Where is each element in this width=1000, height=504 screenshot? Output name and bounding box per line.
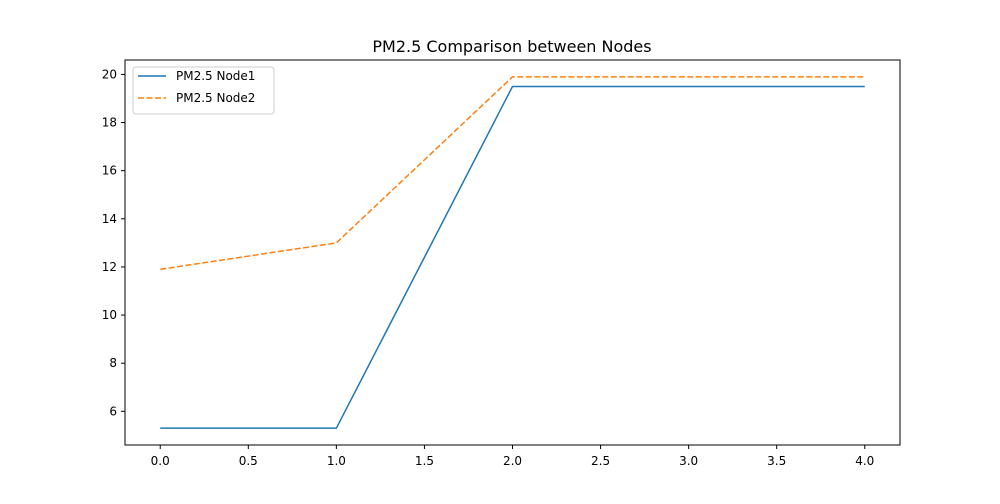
series-line-node2 [160,76,865,271]
y-tick-label: 16 [102,164,117,178]
x-tick-label: 2.5 [591,454,610,468]
legend-entries: PM2.5 Node1 PM2.5 Node2 [138,69,255,105]
y-tick-label: 14 [102,212,117,226]
x-axis-ticks: 0.0 0.5 1.0 1.5 2.0 2.5 3.0 3.5 4.0 [151,445,874,468]
y-axis-ticks: 6 8 10 12 14 16 18 20 [102,67,125,418]
x-tick-label: 1.0 [327,454,346,468]
legend: PM2.5 Node1 PM2.5 Node2 [132,66,275,115]
y-tick-label: 6 [109,404,117,418]
x-tick-label: 2.0 [503,454,522,468]
x-tick-label: 3.5 [767,454,786,468]
x-tick-label: 0.5 [239,454,258,468]
x-tick-label: 4.0 [855,454,874,468]
series-layer [160,76,865,429]
plot-area-frame [124,59,901,446]
chart-title: PM2.5 Comparison between Nodes [372,37,651,56]
legend-label: PM2.5 Node2 [176,91,255,105]
legend-box [132,66,275,115]
y-tick-label: 10 [102,308,117,322]
y-tick-label: 18 [102,116,117,130]
x-tick-label: 1.5 [415,454,434,468]
y-tick-label: 12 [102,260,117,274]
x-tick-label: 0.0 [151,454,170,468]
series-line-node1 [160,85,865,429]
x-tick-label: 3.0 [679,454,698,468]
y-tick-label: 8 [109,356,117,370]
legend-label: PM2.5 Node1 [176,69,255,83]
y-tick-label: 20 [102,67,117,81]
